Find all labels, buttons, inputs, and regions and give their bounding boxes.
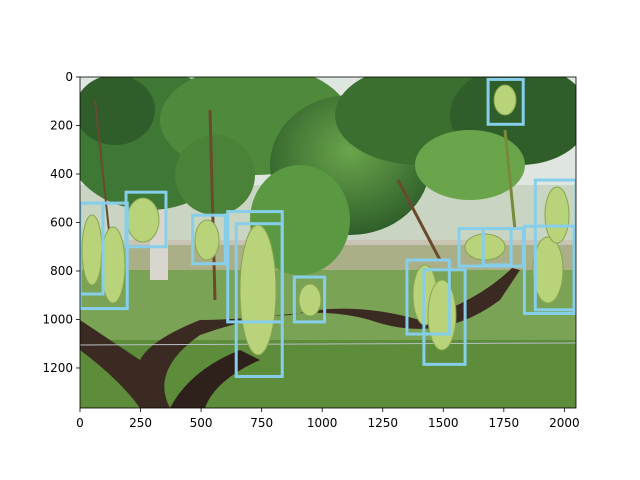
- y-tick-label: 600: [50, 215, 73, 229]
- detection-box: [234, 222, 284, 378]
- detection-box: [481, 227, 513, 267]
- x-tick-label: 1500: [428, 416, 459, 430]
- x-axis: 0 250 500 750 1000 1250 1500 1750 2000: [76, 408, 580, 430]
- x-tick-label: 500: [190, 416, 213, 430]
- detection-boxes: [80, 77, 576, 378]
- y-axis: 0 200 400 600 800 1000 1200: [42, 70, 80, 375]
- detection-box: [80, 201, 129, 311]
- detection-box: [124, 190, 168, 249]
- x-tick-label: 2000: [549, 416, 580, 430]
- x-tick-label: 1000: [307, 416, 338, 430]
- detection-box: [486, 77, 525, 126]
- detection-box: [422, 268, 467, 366]
- x-tick-label: 1750: [489, 416, 520, 430]
- x-tick-label: 1250: [367, 416, 398, 430]
- y-tick-label: 0: [65, 70, 73, 84]
- detection-box: [533, 178, 576, 312]
- x-tick-label: 750: [250, 416, 273, 430]
- y-tick-label: 400: [50, 167, 73, 181]
- detection-box: [292, 275, 327, 324]
- y-tick-label: 1000: [42, 312, 73, 326]
- y-tick-label: 200: [50, 118, 73, 132]
- x-tick-label: 0: [76, 416, 84, 430]
- detection-box: [522, 224, 576, 315]
- detection-box: [405, 258, 451, 336]
- x-tick-label: 250: [129, 416, 152, 430]
- vineyard-photo: [80, 77, 576, 408]
- y-tick-label: 800: [50, 264, 73, 278]
- detection-box: [191, 213, 227, 266]
- y-tick-label: 1200: [42, 361, 73, 375]
- plot-frame: [79, 76, 577, 409]
